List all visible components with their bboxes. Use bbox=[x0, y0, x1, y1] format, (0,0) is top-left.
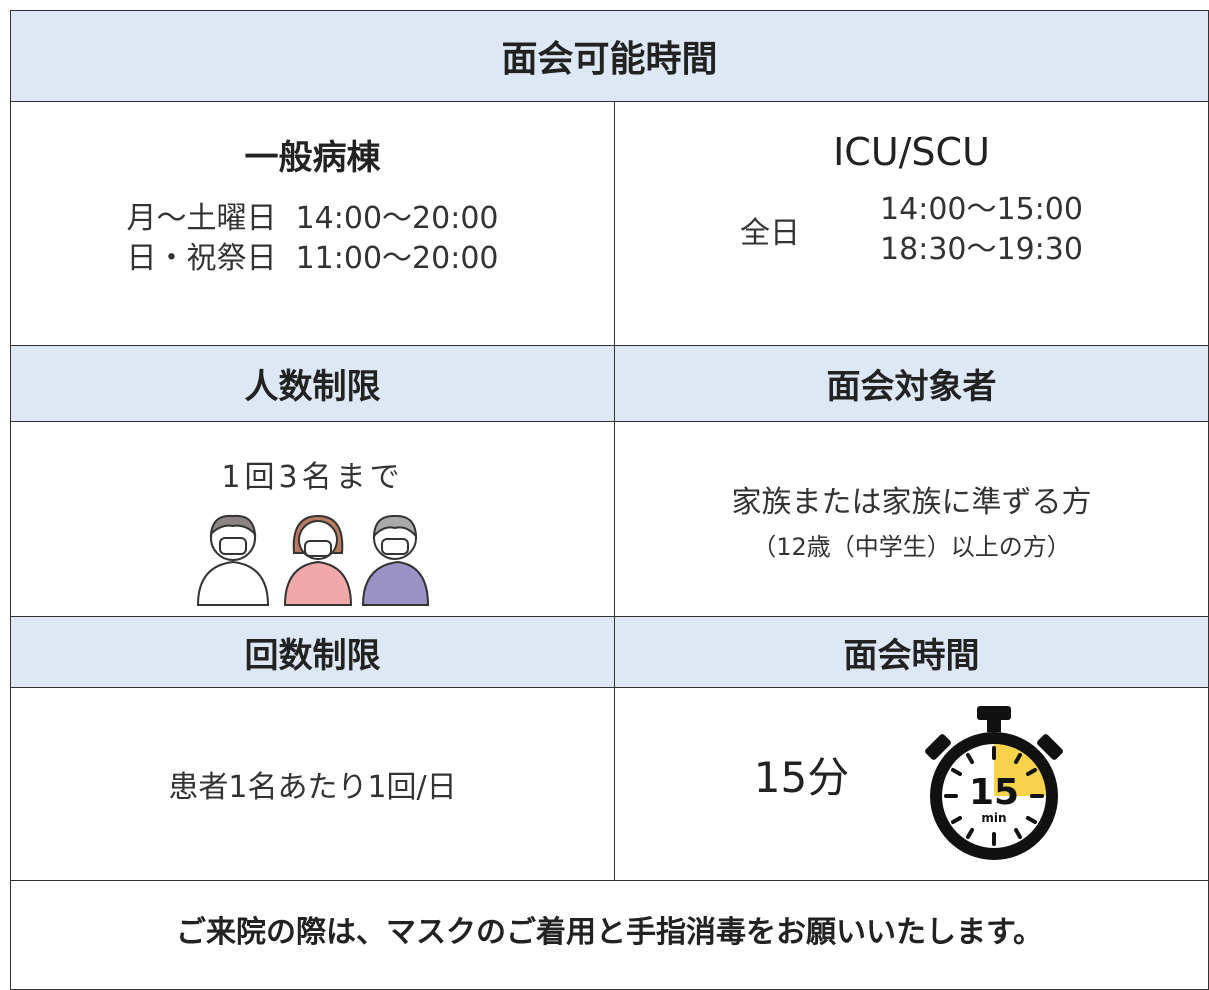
hours: 14:00～20:00 bbox=[295, 201, 499, 236]
people-icon bbox=[196, 514, 429, 606]
title-cell: 面会可能時間 bbox=[10, 10, 1209, 102]
heading: 面会時間 bbox=[843, 635, 980, 676]
title: 面会可能時間 bbox=[501, 39, 718, 80]
text: 家族または家族に準ずる方 bbox=[731, 484, 1092, 520]
frequency-cell: 患者1名あたり1回/日 bbox=[10, 687, 615, 881]
icu-body: 全日 14:00～15:00 18:30～19:30 bbox=[740, 190, 1083, 270]
days: 全日 bbox=[740, 216, 801, 251]
hours: 14:00～15:00 18:30～19:30 bbox=[880, 190, 1083, 270]
heading: 回数制限 bbox=[244, 635, 381, 676]
footer: ご来院の際は、マスクのご着用と手指消毒をお願いいたします。 bbox=[176, 915, 1043, 950]
schedule: 月～土曜日 14:00～20:00 日・祝祭日 11:00～20:00 bbox=[127, 199, 499, 279]
heading: 面会対象者 bbox=[826, 367, 997, 407]
stopwatch-icon: 15 min bbox=[925, 706, 1064, 860]
heading: 人数制限 bbox=[244, 367, 381, 407]
text: 患者1名あたり1回/日 bbox=[168, 770, 457, 805]
hours-row: 18:30～19:30 bbox=[880, 232, 1083, 267]
heading: 一般病棟 bbox=[244, 138, 381, 178]
schedule-row: 日・祝祭日 11:00～20:00 bbox=[127, 239, 499, 279]
general-cell: 一般病棟 月～土曜日 14:00～20:00 日・祝祭日 11:00～20:00 bbox=[10, 101, 615, 346]
duration-cell: 15分 15 min bbox=[614, 687, 1209, 881]
headcount-cell: 1回3名まで bbox=[10, 421, 615, 617]
header-cell: 人数制限 bbox=[10, 345, 615, 422]
eligible-cell: 家族または家族に準ずる方 （12歳（中学生）以上の方） bbox=[614, 421, 1209, 617]
header-cell: 回数制限 bbox=[10, 616, 615, 688]
timer-number: 15 bbox=[969, 772, 1019, 813]
schedule-row: 月～土曜日 14:00～20:00 bbox=[127, 199, 499, 239]
text: 15分 bbox=[753, 752, 850, 802]
timer-unit: min bbox=[982, 811, 1007, 825]
days: 月～土曜日 bbox=[126, 201, 277, 236]
heading: ICU/SCU bbox=[833, 130, 990, 174]
icu-cell: ICU/SCU 全日 14:00～15:00 18:30～19:30 bbox=[614, 101, 1209, 346]
days: 日・祝祭日 bbox=[126, 241, 277, 276]
text: 1回3名まで bbox=[221, 460, 404, 495]
header-cell: 面会対象者 bbox=[614, 345, 1209, 422]
header-cell: 面会時間 bbox=[614, 616, 1209, 688]
hours: 11:00～20:00 bbox=[295, 241, 499, 276]
note: （12歳（中学生）以上の方） bbox=[752, 532, 1071, 561]
hours-row: 14:00～15:00 bbox=[880, 192, 1083, 227]
footer-cell: ご来院の際は、マスクのご着用と手指消毒をお願いいたします。 bbox=[10, 880, 1209, 990]
